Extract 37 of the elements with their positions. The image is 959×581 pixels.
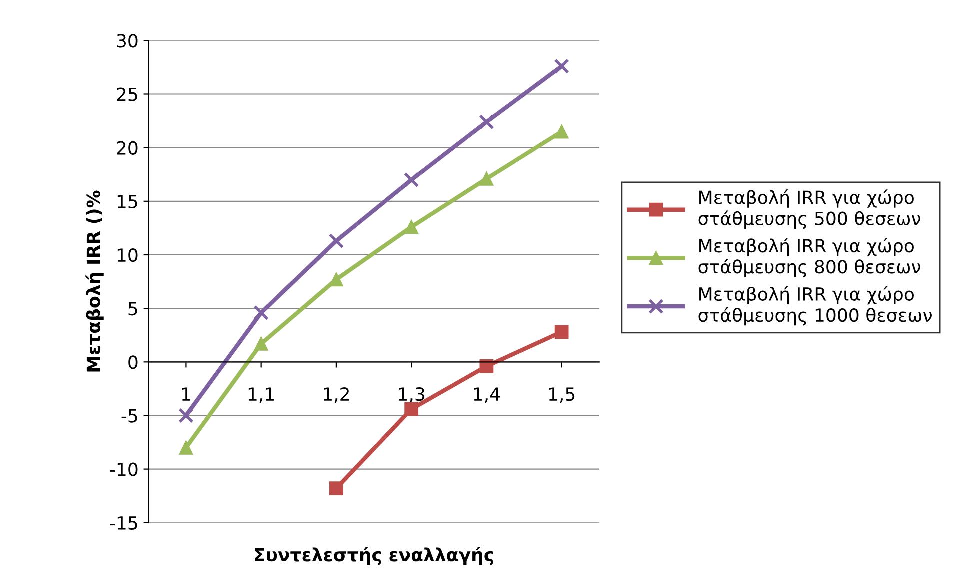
x-axis-title: Συντελεστής εναλλαγής bbox=[255, 547, 494, 566]
point bbox=[404, 172, 420, 188]
y-tick-label: 10 bbox=[118, 248, 138, 262]
x-tick-label: 1,3 bbox=[399, 387, 424, 403]
point bbox=[254, 305, 269, 320]
legend-label: Μεταβολή IRR για χώρο στάθμευσης 800 θεσεων bbox=[698, 238, 921, 278]
point bbox=[404, 220, 419, 234]
y-tick-label: 25 bbox=[117, 88, 138, 102]
point bbox=[554, 325, 569, 340]
point bbox=[254, 336, 268, 351]
x-tick-label: 1,1 bbox=[248, 388, 274, 403]
x-tick-label: 1,4 bbox=[474, 388, 500, 403]
point bbox=[179, 440, 194, 455]
point bbox=[479, 114, 494, 130]
x-tick-label: 1 bbox=[182, 388, 190, 401]
y-tick-label: -5 bbox=[122, 409, 138, 423]
point bbox=[554, 124, 569, 139]
y-tick-label: -15 bbox=[110, 516, 138, 530]
point bbox=[178, 408, 194, 424]
x-tick-label: 1,2 bbox=[324, 387, 349, 403]
point bbox=[554, 58, 570, 74]
y-tick-label: -10 bbox=[110, 462, 138, 476]
y-tick-label: 20 bbox=[117, 141, 138, 155]
point bbox=[404, 402, 419, 416]
legend-label: Μεταβολή IRR για χώρο στάθμευσης 500 θεσεων bbox=[698, 190, 921, 229]
y-tick-label: 15 bbox=[118, 195, 138, 209]
y-axis-title: Μεταβολή IRR ()% bbox=[86, 190, 104, 372]
y-tick-label: 0 bbox=[128, 356, 138, 370]
point bbox=[480, 360, 494, 374]
point bbox=[328, 233, 344, 249]
y-tick-label: 5 bbox=[128, 302, 138, 316]
x-tick-label: 1,5 bbox=[549, 388, 575, 403]
y-tick-label: 30 bbox=[117, 34, 138, 48]
point bbox=[330, 272, 344, 287]
point bbox=[330, 482, 344, 496]
point bbox=[480, 172, 494, 186]
legend-label: Μεταβολή IRR για χώρο στάθμευσης 1000 θεσεων bbox=[698, 286, 932, 326]
